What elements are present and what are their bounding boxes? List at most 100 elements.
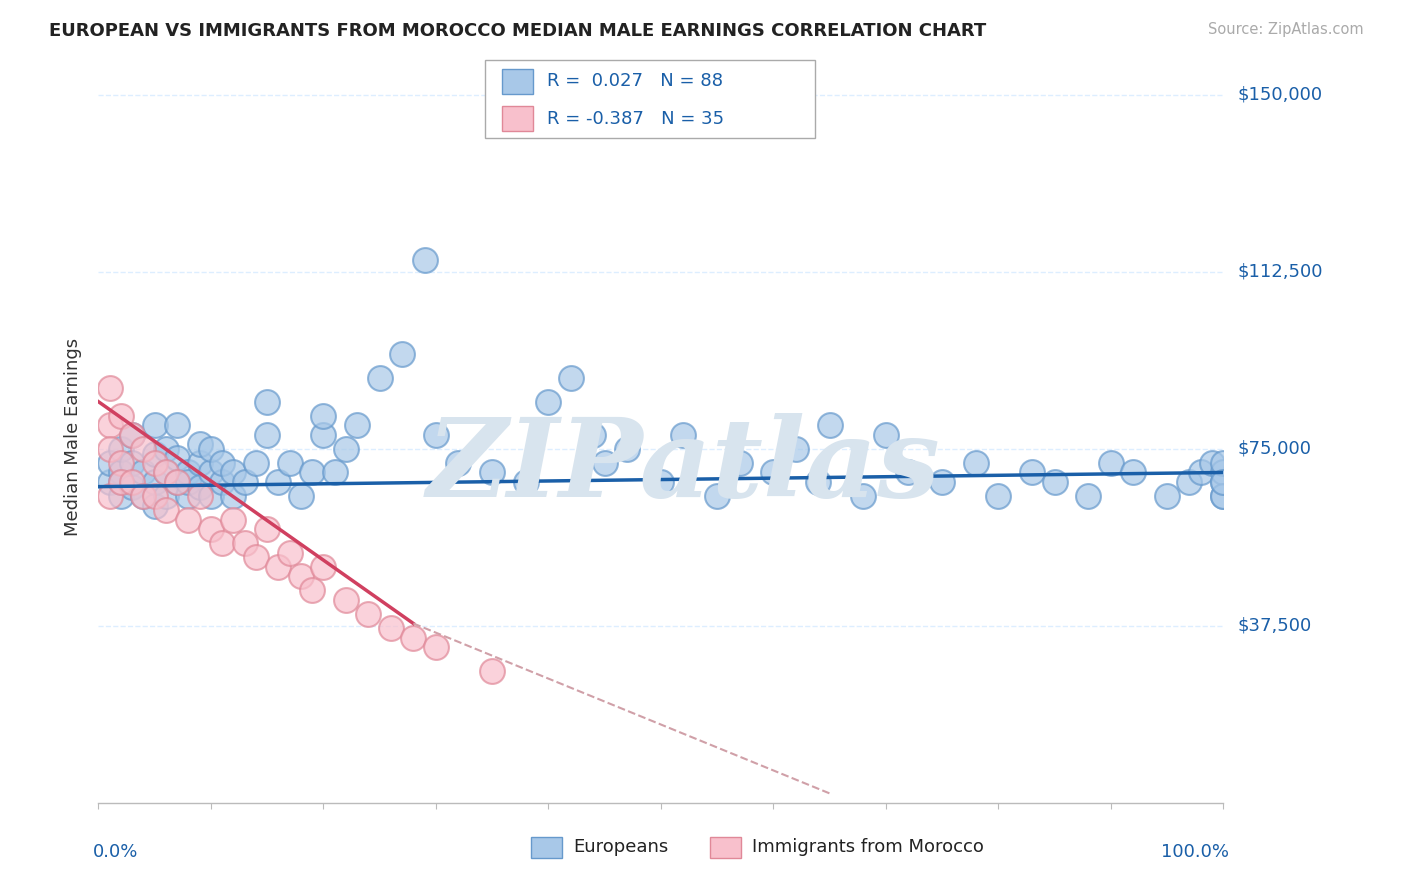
Point [1178, 475, 1201, 489]
Point [233, 536, 256, 550]
Text: EUROPEAN VS IMMIGRANTS FROM MOROCCO MEDIAN MALE EARNINGS CORRELATION CHART: EUROPEAN VS IMMIGRANTS FROM MOROCCO MEDI… [49, 22, 987, 40]
Point [166, 475, 188, 489]
Point [155, 442, 177, 456]
Point [222, 466, 245, 480]
Point [447, 456, 470, 470]
Point [121, 480, 143, 494]
Point [267, 475, 290, 489]
Point [368, 371, 391, 385]
Point [481, 466, 503, 480]
Point [1156, 489, 1178, 503]
Point [256, 427, 278, 442]
Point [98, 456, 121, 470]
Point [256, 522, 278, 536]
Point [402, 631, 425, 645]
Point [312, 559, 335, 574]
Point [98, 489, 121, 503]
Point [155, 466, 177, 480]
Point [188, 489, 211, 503]
Point [897, 466, 920, 480]
Point [1212, 456, 1234, 470]
Point [110, 456, 132, 470]
Point [200, 466, 222, 480]
Point [818, 418, 841, 433]
Point [1021, 466, 1043, 480]
Point [211, 475, 233, 489]
Point [245, 456, 267, 470]
Point [425, 427, 447, 442]
Point [1212, 489, 1234, 503]
Point [312, 427, 335, 442]
Point [143, 456, 166, 470]
Point [110, 489, 132, 503]
Point [155, 489, 177, 503]
Text: 0.0%: 0.0% [93, 843, 138, 861]
Text: Europeans: Europeans [574, 838, 669, 856]
Point [132, 466, 155, 480]
Point [391, 347, 413, 361]
Point [1122, 466, 1144, 480]
Point [132, 489, 155, 503]
Point [98, 442, 121, 456]
Point [256, 394, 278, 409]
Text: Source: ZipAtlas.com: Source: ZipAtlas.com [1208, 22, 1364, 37]
Point [222, 489, 245, 503]
Point [413, 253, 436, 268]
Point [177, 489, 200, 503]
Point [200, 522, 222, 536]
Point [301, 466, 323, 480]
Point [200, 489, 222, 503]
Point [188, 456, 211, 470]
Point [110, 475, 132, 489]
Point [875, 427, 897, 442]
Point [312, 409, 335, 423]
Point [110, 466, 132, 480]
Text: ZIPatlas: ZIPatlas [426, 413, 941, 520]
Point [166, 418, 188, 433]
Point [278, 456, 301, 470]
Point [132, 489, 155, 503]
Point [582, 427, 605, 442]
Point [335, 442, 357, 456]
Point [335, 593, 357, 607]
Point [211, 536, 233, 550]
Point [188, 480, 211, 494]
Text: R = -0.387   N = 35: R = -0.387 N = 35 [547, 110, 724, 128]
Point [965, 456, 987, 470]
Point [98, 475, 121, 489]
Point [1212, 489, 1234, 503]
Point [650, 475, 672, 489]
Point [245, 550, 267, 565]
Text: R =  0.027   N = 88: R = 0.027 N = 88 [547, 72, 723, 90]
Point [177, 475, 200, 489]
Point [200, 442, 222, 456]
Point [672, 427, 695, 442]
Point [222, 513, 245, 527]
Point [425, 640, 447, 654]
Point [357, 607, 380, 621]
Y-axis label: Median Male Earnings: Median Male Earnings [65, 338, 83, 536]
Point [1212, 466, 1234, 480]
Point [143, 447, 166, 461]
Point [807, 475, 830, 489]
Point [110, 475, 132, 489]
Text: $75,000: $75,000 [1237, 440, 1312, 458]
Point [121, 427, 143, 442]
Point [931, 475, 953, 489]
Point [290, 489, 312, 503]
Point [177, 513, 200, 527]
Point [132, 442, 155, 456]
Text: $112,500: $112,500 [1237, 263, 1323, 281]
Point [267, 559, 290, 574]
Point [98, 380, 121, 394]
Point [560, 371, 582, 385]
Point [121, 456, 143, 470]
Point [278, 546, 301, 560]
Point [1212, 475, 1234, 489]
Point [155, 466, 177, 480]
Point [728, 456, 751, 470]
Point [177, 466, 200, 480]
Point [301, 583, 323, 598]
Point [98, 418, 121, 433]
Point [121, 427, 143, 442]
